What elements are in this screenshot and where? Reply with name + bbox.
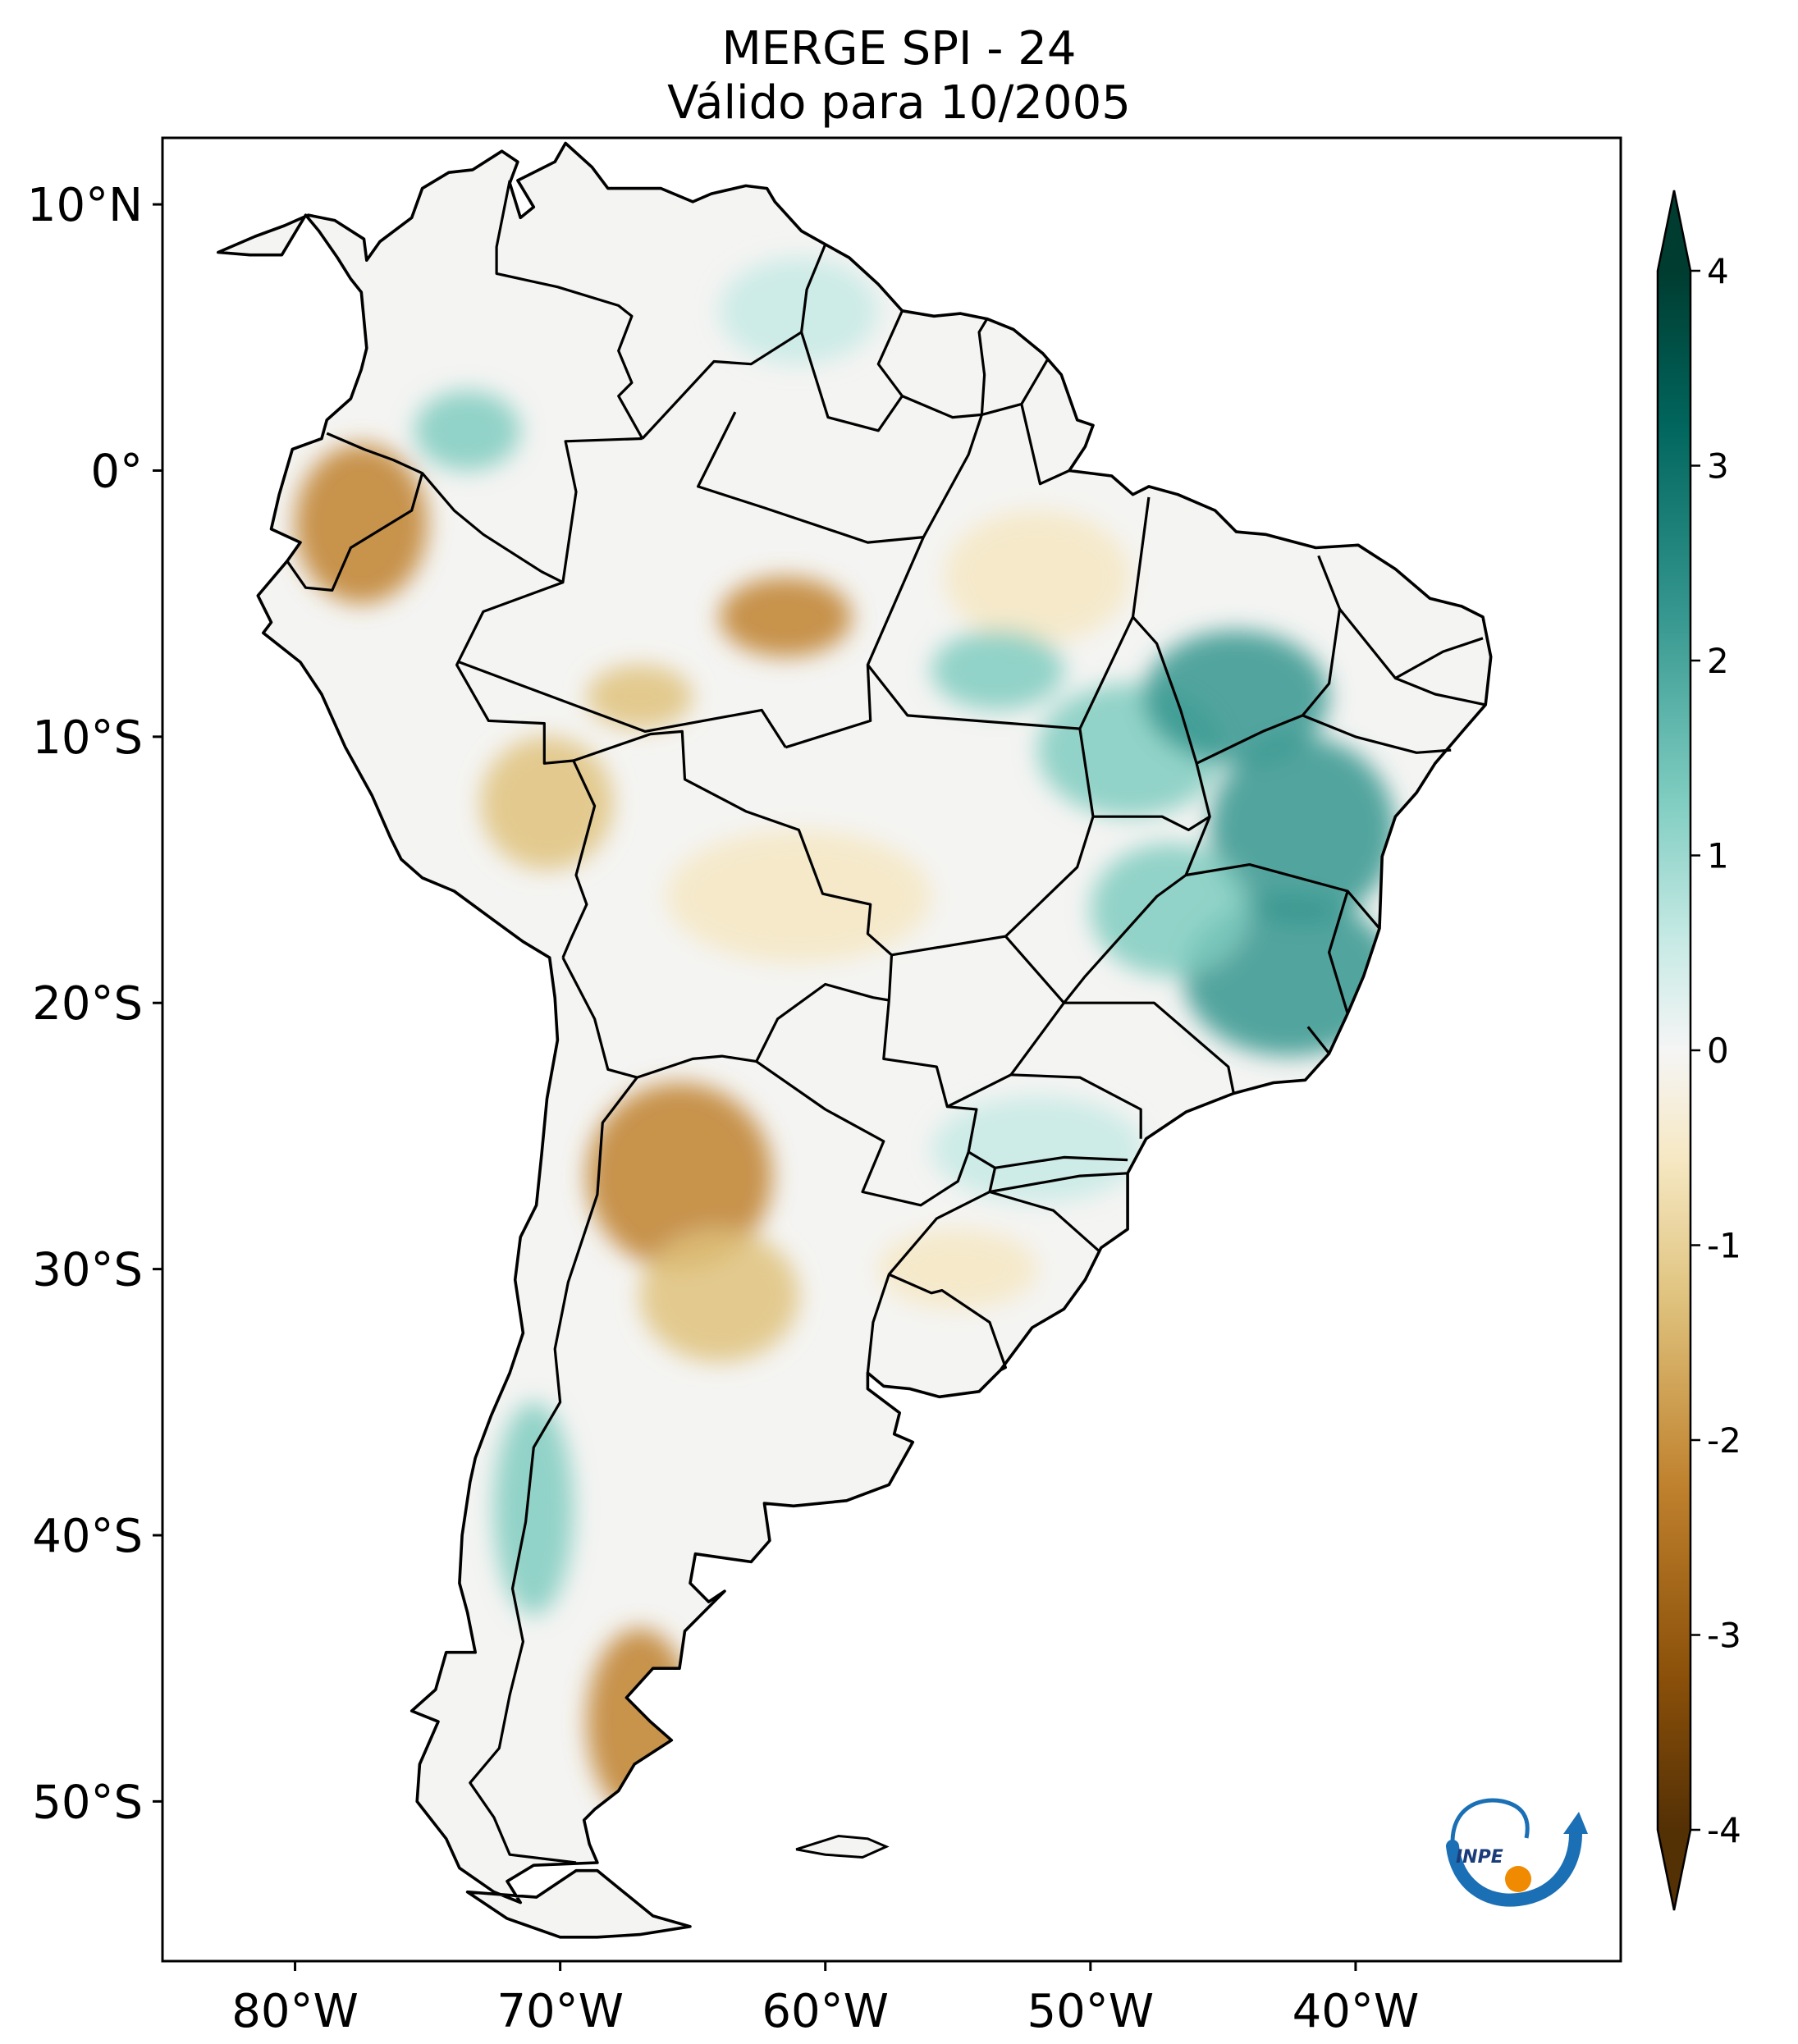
border-segment xyxy=(1064,1001,1235,1094)
border-segment xyxy=(1063,874,1187,1004)
axis-ticks xyxy=(153,203,1357,1971)
wet-anomaly-patch xyxy=(414,391,521,471)
map-title-line1: MERGE SPI - 24 xyxy=(721,22,1077,75)
longitude-labels: 80°W 70°W 60°W 50°W 40°W xyxy=(231,1985,1419,2038)
border-segment xyxy=(891,728,1095,957)
dry-anomaly-patch xyxy=(586,1082,773,1269)
map-title-line2: Válido para 10/2005 xyxy=(667,76,1131,130)
border-segment xyxy=(1306,1026,1330,1054)
dry-anomaly-patch xyxy=(719,577,853,657)
colorbar-upper-extension xyxy=(1658,190,1690,271)
inpe-logo: INPE xyxy=(1446,1798,1588,1907)
lat-tick-label: 40°S xyxy=(32,1510,143,1563)
border-segment xyxy=(995,1155,1128,1169)
lon-tick-label: 70°W xyxy=(496,1985,624,2038)
colorbar-body xyxy=(1658,271,1690,1830)
colorbar-tick-label: -4 xyxy=(1707,1810,1741,1850)
border-segment xyxy=(641,244,827,440)
border-segment xyxy=(901,318,989,419)
border-segment xyxy=(459,661,787,748)
border-segment xyxy=(697,411,924,544)
lat-tick-label: 10°S xyxy=(32,711,143,765)
colorbar-tick-label: 3 xyxy=(1707,446,1729,487)
colorbar-labels: 4 3 2 1 0 -1 -2 -3 -4 xyxy=(1707,251,1741,1850)
border-segment xyxy=(882,999,978,1153)
dry-anomaly-patch xyxy=(945,510,1131,644)
dry-anomaly-patch xyxy=(639,1229,799,1363)
border-segment xyxy=(1394,677,1486,706)
colorbar-tick-label: 0 xyxy=(1707,1031,1729,1071)
border-segment xyxy=(1131,496,1151,618)
wet-anomaly-patch xyxy=(931,630,1064,711)
border-segment xyxy=(989,1190,1100,1252)
border-segment xyxy=(1020,404,1070,486)
coastline xyxy=(217,141,1493,1939)
lon-tick-label: 80°W xyxy=(231,1985,359,2038)
colorbar-tick-label: -2 xyxy=(1707,1420,1741,1461)
country-borders xyxy=(286,180,1486,1864)
lat-tick-label: 10°N xyxy=(27,179,143,232)
colorbar-ticks xyxy=(1690,269,1700,1831)
dry-anomaly-patch xyxy=(878,1228,1038,1310)
logo-arc-thick xyxy=(1446,1827,1582,1907)
border-segment xyxy=(1338,608,1484,680)
lat-tick-label: 0° xyxy=(90,445,143,498)
colorbar-tick-label: 1 xyxy=(1707,836,1729,876)
dry-anomaly-patch xyxy=(666,830,931,963)
falkland-islands xyxy=(795,1834,890,1859)
lat-tick-label: 50°S xyxy=(32,1776,143,1829)
border-segment xyxy=(326,432,643,584)
dry-anomaly-patch xyxy=(480,736,614,870)
map-frame xyxy=(161,136,1622,1963)
border-segment xyxy=(1010,1073,1142,1139)
lon-tick-label: 50°W xyxy=(1027,1985,1154,2038)
border-segment xyxy=(495,180,644,440)
border-segment xyxy=(888,1273,1007,1372)
wet-anomaly-patch xyxy=(931,1095,1144,1203)
wet-anomaly-patch xyxy=(493,1402,574,1616)
latitude-labels: 10°N 0° 10°S 20°S 30°S 40°S 50°S xyxy=(27,179,143,1829)
border-segment xyxy=(946,935,1066,1109)
logo-arc-thin xyxy=(1450,1798,1530,1843)
border-segment xyxy=(866,536,925,665)
colorbar-tick-label: 4 xyxy=(1707,251,1729,291)
logo-orange-dot xyxy=(1505,1866,1531,1892)
wet-anomaly-patch xyxy=(1143,630,1329,764)
border-segment xyxy=(989,1172,1128,1194)
border-segment xyxy=(1302,714,1452,754)
colorbar-tick-label: -1 xyxy=(1707,1226,1741,1266)
border-segment xyxy=(1196,555,1342,765)
wet-anomaly-patch xyxy=(1090,843,1250,976)
colorbar-tick-label: -3 xyxy=(1707,1616,1741,1656)
dry-anomaly-patch xyxy=(295,444,428,604)
border-segment xyxy=(800,310,904,432)
lat-tick-label: 30°S xyxy=(32,1244,143,1297)
border-segment xyxy=(573,729,894,1001)
border-segment xyxy=(636,982,890,1079)
colorbar-lower-extension xyxy=(1658,1830,1690,1910)
border-segment xyxy=(922,414,983,538)
lat-tick-label: 20°S xyxy=(32,977,143,1031)
dry-anomaly-patch xyxy=(587,665,693,729)
logo-arrow-icon xyxy=(1563,1812,1588,1834)
colorbar-tick-label: 2 xyxy=(1707,641,1729,681)
border-segment xyxy=(1184,816,1381,930)
border-segment xyxy=(755,1060,970,1207)
wet-anomaly-patch xyxy=(719,257,879,364)
colorbar: 4 3 2 1 0 -1 -2 -3 -4 xyxy=(1656,190,1741,1911)
border-segment xyxy=(1328,890,1349,1014)
lon-tick-label: 40°W xyxy=(1292,1985,1420,2038)
border-segment xyxy=(455,581,597,958)
logo-text: INPE xyxy=(1456,1847,1503,1868)
lon-tick-label: 60°W xyxy=(762,1985,889,2038)
border-segment xyxy=(286,473,424,592)
wet-anomaly-patch xyxy=(1210,736,1396,923)
